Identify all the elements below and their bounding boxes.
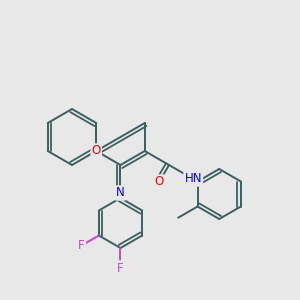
Text: F: F (117, 262, 124, 275)
Text: N: N (116, 187, 125, 200)
Text: O: O (154, 176, 164, 188)
Text: O: O (92, 145, 101, 158)
Text: HN: HN (184, 172, 202, 185)
Text: F: F (78, 239, 85, 252)
